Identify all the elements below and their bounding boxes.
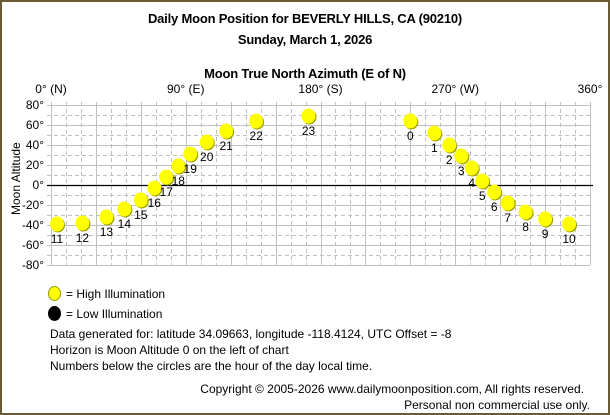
hour-label: 22 xyxy=(249,129,263,143)
hour-label: 15 xyxy=(134,208,148,222)
moon-position-marker xyxy=(117,201,132,217)
moon-position-marker xyxy=(219,123,234,139)
moon-position-marker xyxy=(442,137,457,153)
y-tick-label: -60° xyxy=(21,238,44,252)
moon-position-marker xyxy=(171,158,186,174)
hour-label: 10 xyxy=(562,232,576,246)
hour-label: 12 xyxy=(76,231,90,245)
x-axis-title: Moon True North Azimuth (E of N) xyxy=(204,66,406,81)
legend-low-label: = Low Illumination xyxy=(66,306,163,321)
hour-label: 16 xyxy=(148,196,162,210)
info-horizon: Horizon is Moon Altitude 0 on the left o… xyxy=(50,343,289,357)
moon-position-marker xyxy=(562,216,577,232)
hour-label: 5 xyxy=(479,189,486,203)
hour-label: 0 xyxy=(407,129,414,143)
moon-position-marker xyxy=(99,209,114,225)
moon-position-marker xyxy=(518,204,533,220)
y-tick-label: 80° xyxy=(25,98,44,112)
x-tick-label: 90° (E) xyxy=(167,82,205,96)
chart-title: Daily Moon Position for BEVERLY HILLS, C… xyxy=(147,11,463,26)
moon-position-marker xyxy=(454,148,469,164)
hour-label: 2 xyxy=(446,153,453,167)
hour-label: 9 xyxy=(542,227,549,241)
moon-position-marker xyxy=(49,216,64,232)
moon-position-marker xyxy=(147,180,162,196)
legend-item-high: = High Illumination xyxy=(48,286,165,301)
moon-position-marker xyxy=(183,146,198,162)
moon-position-marker xyxy=(75,215,90,231)
usage-text: Personal non commercial use only. xyxy=(404,398,590,412)
y-tick-label: -40° xyxy=(21,218,44,232)
hour-label: 21 xyxy=(219,139,233,153)
legend-item-low: = Low Illumination xyxy=(48,306,162,321)
moon-position-marker xyxy=(403,113,418,129)
hour-label: 11 xyxy=(51,232,64,246)
hour-label: 14 xyxy=(118,217,132,231)
y-tick-label: -20° xyxy=(21,198,44,212)
x-tick-label: 180° (S) xyxy=(298,82,343,96)
hour-label: 1 xyxy=(431,141,438,155)
hour-label: 18 xyxy=(172,174,186,188)
yellow-moon-icon xyxy=(48,286,61,301)
x-tick-label: 0° (N) xyxy=(35,82,67,96)
y-tick-label: 60° xyxy=(25,118,44,132)
hour-label: 23 xyxy=(302,124,316,138)
black-moon-icon xyxy=(48,306,61,321)
moon-position-marker xyxy=(475,173,490,189)
moon-position-marker xyxy=(487,184,502,200)
hour-label: 6 xyxy=(491,200,498,214)
hour-label: 3 xyxy=(458,164,465,178)
moon-position-marker xyxy=(133,192,148,208)
hour-label: 8 xyxy=(522,220,529,234)
hour-label: 20 xyxy=(200,150,214,164)
y-tick-label: -80° xyxy=(21,258,44,272)
x-tick-label: 270° (W) xyxy=(431,82,479,96)
moon-position-marker xyxy=(538,211,553,227)
legend-high-label: = High Illumination xyxy=(66,286,166,301)
moon-position-marker xyxy=(199,134,214,150)
y-tick-label: 0° xyxy=(32,178,44,192)
hour-label: 19 xyxy=(184,162,198,176)
y-tick-label: 20° xyxy=(25,158,44,172)
info-hours: Numbers below the circles are the hour o… xyxy=(50,359,373,373)
moon-position-marker xyxy=(427,125,442,141)
moon-position-marker xyxy=(464,160,479,176)
y-tick-label: 40° xyxy=(25,138,44,152)
moon-position-marker xyxy=(500,195,515,211)
moon-position-marker xyxy=(301,108,316,124)
hour-label: 4 xyxy=(468,176,475,190)
moon-position-marker xyxy=(159,169,174,185)
moon-position-marker xyxy=(249,113,264,129)
x-tick-label: 360° xyxy=(577,82,603,96)
chart-date: Sunday, March 1, 2026 xyxy=(237,32,373,47)
info-location: Data generated for: latitude 34.09663, l… xyxy=(50,327,452,341)
hour-label: 17 xyxy=(160,185,174,199)
hour-label: 13 xyxy=(100,225,114,239)
copyright-text: Copyright © 2005-2026 www.dailymoonposit… xyxy=(200,382,584,396)
hour-label: 7 xyxy=(504,211,511,225)
